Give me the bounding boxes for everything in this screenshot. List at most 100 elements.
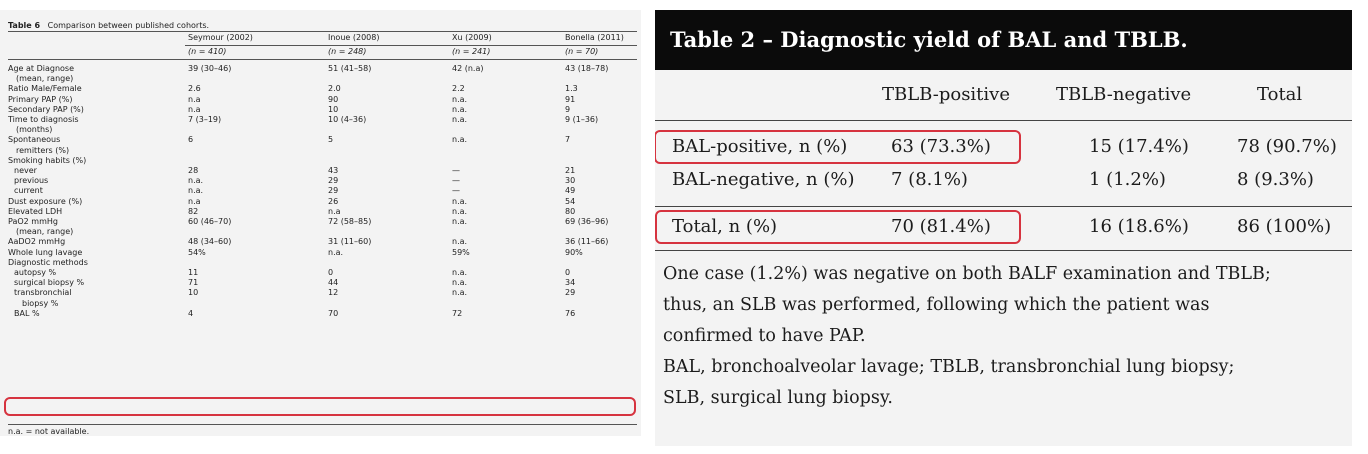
table-6-cell: 12 <box>328 288 339 298</box>
table-6-cell: 42 (n.a) <box>452 64 484 73</box>
table-6-row-sublabel: (months) <box>16 125 53 135</box>
table-6-row-label: Whole lung lavage <box>8 247 83 257</box>
table-2-abbrev-line: BAL, bronchoalveolar lavage; TBLB, trans… <box>663 357 1235 377</box>
table-6-row-label: Smoking habits (%) <box>8 155 87 165</box>
table-6-cell: 6 <box>188 135 194 145</box>
table-6-cell: 60 (46–70) <box>188 217 232 226</box>
table-6-cell: 5 <box>328 135 334 145</box>
table-6-cell: 28 <box>188 166 199 175</box>
table-6-cell: 30 <box>565 176 576 186</box>
table-6-cell: n.a. <box>452 288 468 298</box>
table-2-row-label: Total, n (%) <box>672 216 778 237</box>
table-6-cell: 69 (36–96) <box>565 217 609 226</box>
table-6-row-label: Age at Diagnose <box>8 64 75 73</box>
table-6-row-label: Dust exposure (%) <box>8 196 83 206</box>
table-2-header-tblb-negative: TBLB-negative <box>1056 84 1192 105</box>
table-6-cell: 59% <box>452 247 470 257</box>
table-6-cell: — <box>452 186 460 196</box>
table-6-cell: 2.0 <box>328 84 341 94</box>
table-6-row-label: current <box>14 186 43 196</box>
table-6-cell: 29 <box>328 176 339 186</box>
table-6-cell: 21 <box>565 166 576 175</box>
table-6-cell: n.a. <box>452 135 468 145</box>
table-6-cell: 90% <box>565 247 583 257</box>
table-2-header-rule <box>655 120 1352 121</box>
table-6-cell: — <box>452 166 460 175</box>
table-6-row-label: Ratio Male/Female <box>8 84 82 94</box>
table-6-cell: — <box>452 176 460 186</box>
table-6-cell: 90 <box>328 94 339 104</box>
table-2-cell: 1 (1.2%) <box>1089 169 1166 190</box>
table-6-row-label: never <box>14 166 37 175</box>
table-6-cell: n.a <box>328 206 341 216</box>
table-6-footnote: n.a. = not available. <box>8 427 90 436</box>
table-6-cell: 0 <box>565 268 571 277</box>
table-6-cell: 11 <box>188 268 199 277</box>
table-6-cell: 36 (11–66) <box>565 237 609 247</box>
table-6-cell: n.a. <box>328 247 344 257</box>
table-6-row-label: Time to diagnosis <box>8 115 79 124</box>
table-6-col-n: (n = 248) <box>328 47 367 56</box>
table-6-cell: 2.6 <box>188 84 201 94</box>
table-6-cell: n.a. <box>452 217 468 226</box>
table-6-cell: 9 (1–36) <box>565 115 599 124</box>
table-2-cell: 8 (9.3%) <box>1237 169 1314 190</box>
table-6-cell: n.a. <box>452 104 468 114</box>
table-6-cell: 10 <box>188 288 199 298</box>
table-6-cell: 72 <box>452 308 463 318</box>
table-6-col-header: Bonella (2011) <box>565 33 624 42</box>
table-2-cell: 16 (18.6%) <box>1089 216 1189 237</box>
table-2-header-total: Total <box>1257 84 1303 105</box>
table-2-abbrev-line: SLB, surgical lung biopsy. <box>663 388 893 408</box>
table-6-cell: 7 (3–19) <box>188 115 222 124</box>
table-6-cell: n.a. <box>188 186 204 196</box>
table-6-row-sublabel: remitters (%) <box>16 145 70 155</box>
table-6-row-label: BAL % <box>14 308 40 318</box>
table-6-cell: 54 <box>565 196 576 206</box>
table-6-col-n: (n = 241) <box>452 47 491 56</box>
table-6-col-header: Inoue (2008) <box>328 33 380 42</box>
table-6-cell: 1.3 <box>565 84 578 94</box>
table-6-cell: 29 <box>565 288 576 298</box>
table-6-row-label: Elevated LDH <box>8 206 63 216</box>
table-6-cell: n.a <box>188 196 201 206</box>
table-2-note-line: One case (1.2%) was negative on both BAL… <box>663 264 1271 284</box>
table-6-cell: 43 (18–78) <box>565 64 609 73</box>
table-6-caption: Table 6 Comparison between published coh… <box>8 21 209 30</box>
table-2-cell: 86 (100%) <box>1237 216 1332 237</box>
table-6-col-n: (n = 70) <box>565 47 599 56</box>
table-6-cell: 91 <box>565 94 576 104</box>
table-6-cell: 48 (34–60) <box>188 237 232 247</box>
table-6-panel: Table 6 Comparison between published coh… <box>0 10 641 436</box>
table-6-cell: 70 <box>328 308 339 318</box>
table-6-row-label: PaO2 mmHg <box>8 217 58 226</box>
table-2-cell: 7 (8.1%) <box>891 169 968 190</box>
table-6-col-header: Seymour (2002) <box>188 33 253 42</box>
table-6-cell: n.a. <box>452 237 468 247</box>
table-2-panel: Table 2 – Diagnostic yield of BAL and TB… <box>655 10 1352 446</box>
table-6-row-label: Secondary PAP (%) <box>8 104 84 114</box>
table-2-note-line: thus, an SLB was performed, following wh… <box>663 295 1210 315</box>
table-6-cell: 51 (41–58) <box>328 64 372 73</box>
table-6-cell: n.a. <box>452 278 468 288</box>
table-2-row-label: BAL-negative, n (%) <box>672 169 855 190</box>
table-6-cell: 82 <box>188 206 199 216</box>
table-6-cell: 49 <box>565 186 576 196</box>
table-6-cell: n.a. <box>452 206 468 216</box>
table-6-cell: 0 <box>328 268 334 277</box>
bal-positive-label-highlight <box>655 130 1021 164</box>
table-6-cell: n.a. <box>452 196 468 206</box>
table-2-row-label: BAL-positive, n (%) <box>672 136 848 157</box>
bal-row-highlight <box>4 397 636 416</box>
table-6-cell: 72 (58–85) <box>328 217 372 226</box>
table-6-top-rule <box>8 31 637 32</box>
table-6-cell: n.a. <box>452 94 468 104</box>
table-2-total-rule <box>655 206 1352 207</box>
table-6-subheader-rule <box>8 59 637 60</box>
table-6-cell: n.a. <box>452 268 468 277</box>
total-label-highlight <box>655 210 1021 244</box>
table-6-row-label: previous <box>14 176 49 186</box>
table-6-row-label: autopsy % <box>14 268 57 277</box>
table-6-cell: n.a. <box>188 176 204 186</box>
table-6-header-rule <box>185 45 637 46</box>
